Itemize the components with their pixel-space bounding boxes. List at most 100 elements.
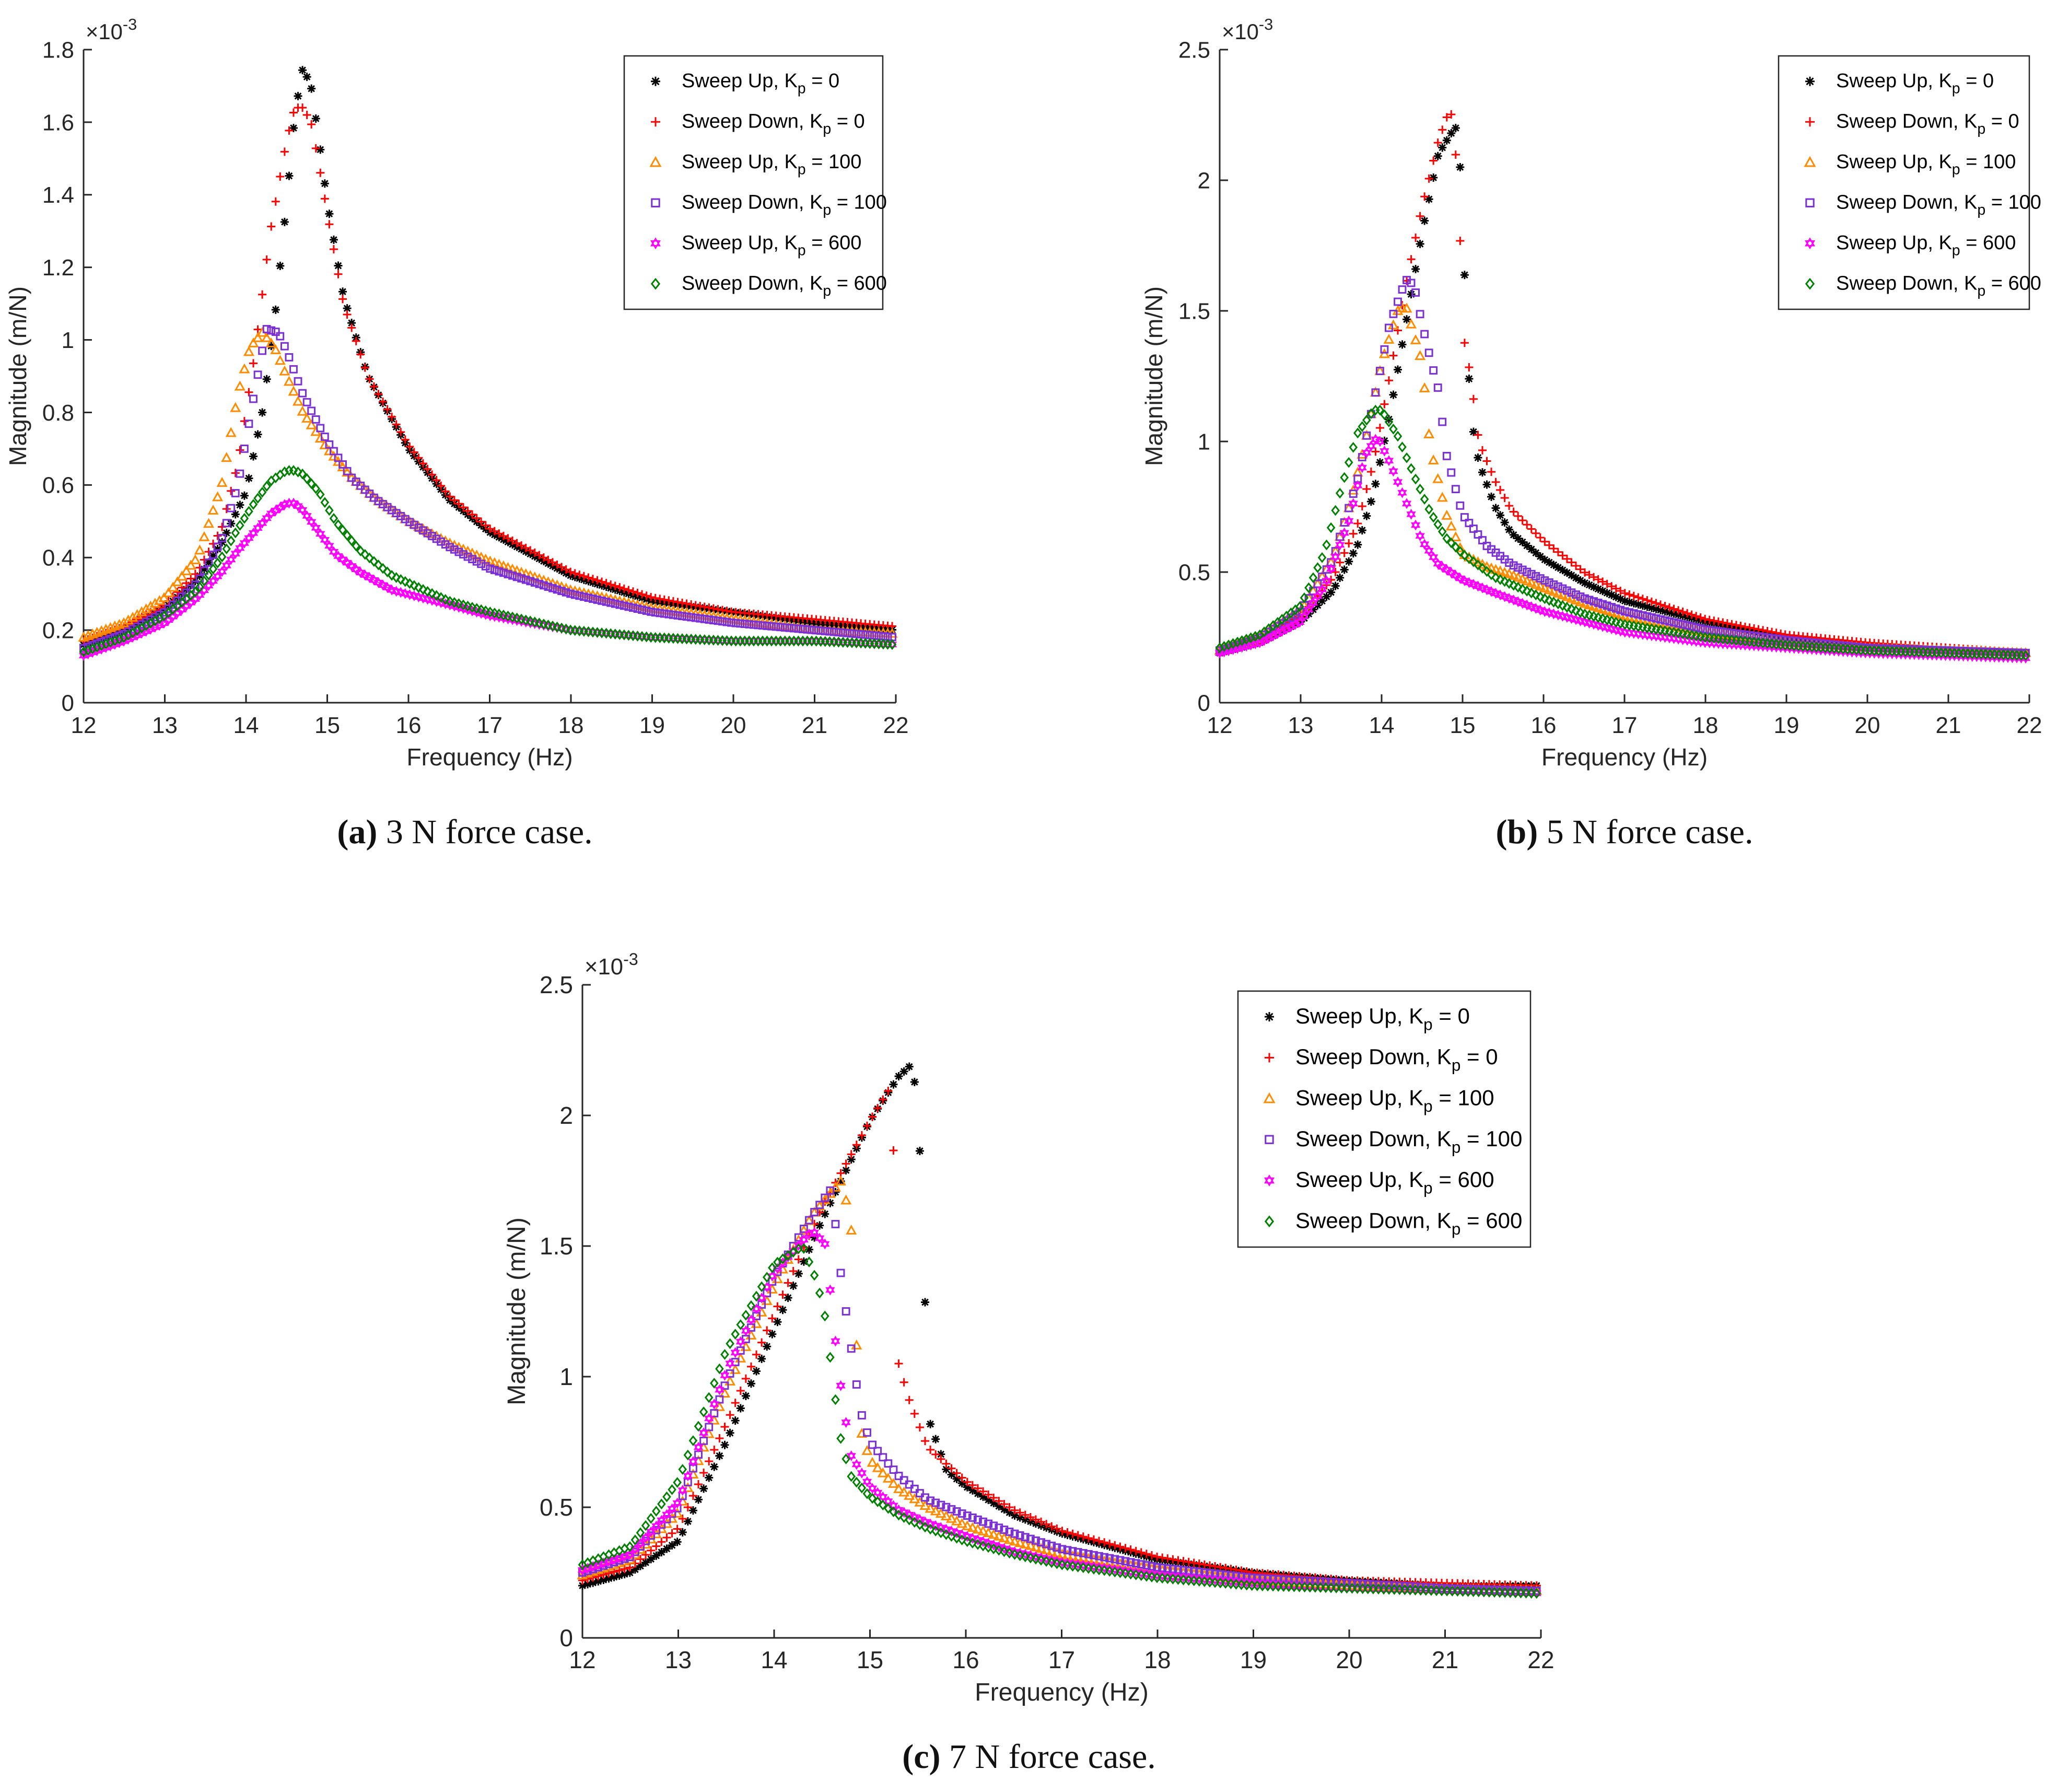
data-point xyxy=(1611,592,1620,601)
data-point xyxy=(615,583,624,592)
x-axis-label: Frequency (Hz) xyxy=(975,1678,1149,1706)
data-point xyxy=(1521,575,1533,586)
data-point xyxy=(446,543,454,552)
data-point xyxy=(227,519,236,528)
data-point xyxy=(1131,1559,1140,1568)
y-exponent-label: ×10-3 xyxy=(585,950,638,980)
data-point xyxy=(1687,610,1696,619)
y-tick-label: 1.2 xyxy=(42,255,74,281)
data-point xyxy=(347,319,356,328)
data-point xyxy=(773,1256,782,1268)
data-point xyxy=(722,618,731,626)
data-point xyxy=(699,1469,708,1477)
data-point xyxy=(236,446,244,455)
data-point xyxy=(673,1538,682,1546)
data-point xyxy=(910,1409,919,1418)
data-point xyxy=(773,1302,782,1311)
data-point xyxy=(862,1476,872,1487)
data-point xyxy=(877,1467,889,1477)
data-point xyxy=(1441,509,1453,520)
data-point xyxy=(1393,430,1402,442)
data-point xyxy=(1397,487,1407,498)
data-point xyxy=(1553,598,1563,610)
data-point xyxy=(984,1490,993,1499)
data-point xyxy=(1407,255,1416,264)
data-point xyxy=(477,517,486,526)
data-point xyxy=(899,1067,908,1076)
data-point xyxy=(1505,525,1514,534)
y-tick-label: 2.5 xyxy=(540,971,573,998)
legend-value: = 600 xyxy=(1985,273,2041,295)
data-point xyxy=(1058,1559,1067,1570)
x-tick-label: 13 xyxy=(1288,713,1314,738)
data-point xyxy=(1581,594,1589,603)
data-point xyxy=(678,1464,687,1475)
data-point xyxy=(1661,607,1669,615)
data-point xyxy=(1407,290,1416,299)
data-point xyxy=(1429,156,1438,165)
data-point xyxy=(311,483,321,494)
data-point xyxy=(842,1159,850,1168)
data-point xyxy=(1089,1535,1098,1544)
data-point xyxy=(1652,604,1661,613)
legend-subscript: p xyxy=(823,121,831,137)
data-point xyxy=(512,539,521,548)
data-point xyxy=(910,1078,919,1086)
data-point xyxy=(660,595,669,604)
data-point xyxy=(200,575,209,587)
data-point xyxy=(450,496,459,505)
legend-subscript: p xyxy=(1452,1219,1461,1238)
data-point xyxy=(905,1480,914,1489)
data-point xyxy=(651,1520,661,1532)
data-point xyxy=(794,635,803,647)
data-point xyxy=(289,465,298,476)
data-point xyxy=(594,1577,603,1586)
data-point xyxy=(979,1487,988,1496)
data-point xyxy=(1647,597,1656,606)
data-point xyxy=(989,1493,998,1502)
data-point xyxy=(1357,462,1367,473)
data-point xyxy=(630,1565,639,1574)
data-point xyxy=(1518,538,1527,546)
data-point xyxy=(1047,1557,1056,1568)
data-point xyxy=(625,1549,635,1560)
data-point xyxy=(248,527,259,539)
data-point xyxy=(1005,1503,1014,1512)
data-point xyxy=(1168,1555,1177,1564)
data-point xyxy=(872,1462,883,1472)
data-point xyxy=(652,1551,661,1560)
data-point xyxy=(599,1576,608,1584)
data-point xyxy=(231,527,240,539)
data-point xyxy=(1031,1515,1040,1524)
data-point xyxy=(329,546,339,557)
data-point xyxy=(814,1200,825,1211)
caption-b-letter: (b) xyxy=(1495,813,1538,851)
data-point xyxy=(334,453,343,462)
data-point xyxy=(715,1434,724,1442)
x-axis-label: Frequency (Hz) xyxy=(1541,743,1708,771)
data-point xyxy=(298,389,307,398)
data-point xyxy=(142,618,150,626)
data-point xyxy=(1701,614,1710,623)
data-point xyxy=(279,365,290,376)
data-point xyxy=(1163,1554,1172,1563)
data-point xyxy=(1620,589,1629,598)
data-point xyxy=(1567,571,1576,580)
data-point xyxy=(1344,515,1354,527)
data-point xyxy=(530,578,539,587)
data-point xyxy=(1331,505,1340,516)
data-point xyxy=(1723,619,1732,628)
legend-marker xyxy=(651,117,660,127)
data-point xyxy=(647,1555,656,1564)
data-point xyxy=(878,1499,887,1511)
data-point xyxy=(657,1498,666,1510)
data-point xyxy=(1607,590,1616,599)
legend-marker xyxy=(1265,1053,1274,1063)
data-point xyxy=(1536,533,1545,542)
data-point xyxy=(826,1352,835,1363)
x-tick-label: 12 xyxy=(569,1646,595,1673)
data-point xyxy=(836,1433,845,1444)
data-point xyxy=(952,1532,961,1544)
data-point xyxy=(1460,339,1469,347)
legend-subscript: p xyxy=(1952,242,1960,259)
